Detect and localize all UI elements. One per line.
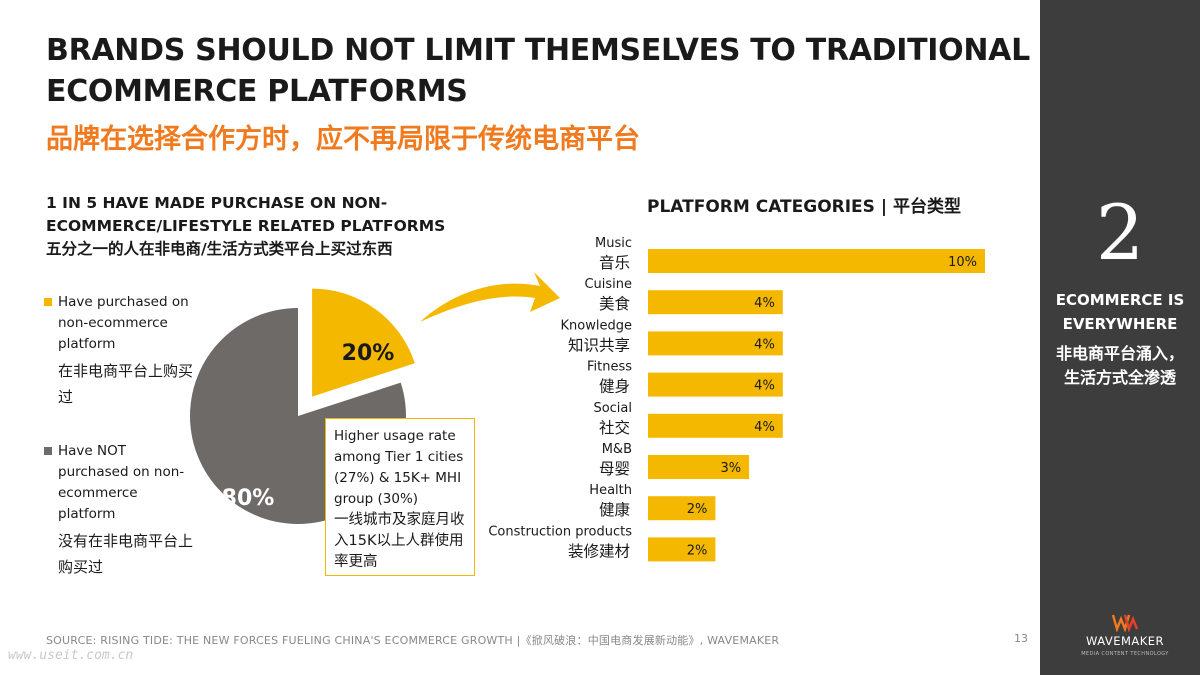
left-section-heading: 1 IN 5 HAVE MADE PURCHASE ON NON-ECOMMER… bbox=[46, 192, 516, 261]
category-label-zh: 社交 bbox=[599, 419, 630, 437]
bar-data-label: 4% bbox=[754, 379, 775, 394]
category-label-zh: 母婴 bbox=[599, 460, 630, 478]
left-heading-zh: 五分之一的人在非电商/生活方式类平台上买过东西 bbox=[46, 240, 393, 258]
legend-swatch-yellow bbox=[44, 298, 52, 306]
category-label-en: Construction products bbox=[488, 524, 632, 539]
left-heading-en: 1 IN 5 HAVE MADE PURCHASE ON NON-ECOMMER… bbox=[46, 194, 446, 235]
category-label-en: Knowledge bbox=[561, 318, 632, 333]
bar-0 bbox=[648, 249, 985, 273]
legend-item-purchased: Have purchased on non-ecommerce platform… bbox=[44, 292, 194, 410]
category-label-zh: 健康 bbox=[599, 501, 630, 519]
slide-subtitle-zh: 品牌在选择合作方时，应不再局限于传统电商平台 bbox=[46, 124, 640, 155]
pie-data-label-20: 20% bbox=[342, 341, 395, 366]
bar-7 bbox=[648, 537, 716, 562]
bar-1 bbox=[648, 290, 783, 315]
bar-3 bbox=[648, 372, 783, 397]
category-label-zh: 知识共享 bbox=[568, 336, 630, 354]
legend-label-zh: 没有在非电商平台上购买过 bbox=[58, 532, 194, 576]
bar-4 bbox=[648, 413, 783, 438]
bar-chart-heading: PLATFORM CATEGORIES | 平台类型 bbox=[647, 197, 961, 217]
bar-2 bbox=[648, 331, 783, 356]
bar-data-label: 2% bbox=[687, 543, 708, 558]
sidebar-panel bbox=[1040, 0, 1200, 675]
section-number: 2 bbox=[1095, 188, 1145, 277]
curved-arrow-icon bbox=[420, 272, 560, 322]
pie-slice-purchased bbox=[312, 288, 415, 397]
category-label-en: M&B bbox=[602, 442, 632, 457]
category-label-zh: 美食 bbox=[599, 295, 631, 313]
sidebar-caption-en: ECOMMERCE IS EVERYWHERE bbox=[1055, 291, 1185, 333]
legend-swatch-grey bbox=[44, 447, 52, 455]
pie-data-label-80: 80% bbox=[222, 486, 275, 511]
bar-data-label: 4% bbox=[754, 296, 775, 311]
bar-data-label: 4% bbox=[754, 420, 775, 435]
callout-box: Higher usage rate among Tier 1 cities (2… bbox=[325, 418, 475, 576]
legend-item-not-purchased: Have NOT purchased on non-ecommerce plat… bbox=[44, 441, 194, 580]
slide-title: BRANDS SHOULD NOT LIMIT THEMSELVES TO TR… bbox=[46, 33, 1030, 109]
bar-chart: Music 音乐 10% Cuisine 美食 4% Knowledge 知识共享 4% Fitn… bbox=[488, 236, 985, 562]
category-label-en: Social bbox=[593, 401, 632, 416]
legend-label-en: Have NOT purchased on non-ecommerce plat… bbox=[58, 443, 185, 522]
callout-text-zh: 一线城市及家庭月收入15K以上人群使用率更高 bbox=[334, 512, 465, 570]
watermark: www.useit.com.cn bbox=[8, 648, 134, 663]
category-label-en: Health bbox=[589, 483, 632, 498]
wavemaker-logo-icon bbox=[1112, 614, 1138, 632]
bar-5 bbox=[648, 455, 750, 479]
category-label-zh: 装修建材 bbox=[568, 542, 630, 560]
category-label-en: Music bbox=[595, 236, 632, 251]
page-number: 13 bbox=[1014, 632, 1028, 645]
bar-6 bbox=[648, 496, 716, 521]
category-label-zh: 音乐 bbox=[599, 254, 630, 272]
brand-tagline: MEDIA CONTENT TECHNOLOGY bbox=[1081, 651, 1169, 657]
category-label-zh: 健身 bbox=[599, 378, 630, 396]
bar-data-label: 2% bbox=[687, 502, 708, 517]
sidebar-caption-zh: 非电商平台涌入，生活方式全渗透 bbox=[1055, 344, 1184, 387]
pie-chart: 20% 80% bbox=[190, 272, 560, 524]
legend-label-en: Have purchased on non-ecommerce platform bbox=[58, 294, 189, 352]
category-label-en: Cuisine bbox=[584, 277, 632, 292]
bar-data-label: 4% bbox=[754, 337, 775, 352]
brand-name: WAVEMAKER bbox=[1085, 634, 1165, 648]
source-note: SOURCE: RISING TIDE: THE NEW FORCES FUEL… bbox=[46, 634, 780, 647]
callout-text-en: Higher usage rate among Tier 1 cities (2… bbox=[334, 428, 464, 507]
bar-data-label: 3% bbox=[720, 461, 741, 476]
legend-label-zh: 在非电商平台上购买过 bbox=[58, 362, 194, 406]
category-label-en: Fitness bbox=[587, 360, 632, 375]
bar-data-label: 10% bbox=[948, 255, 977, 270]
